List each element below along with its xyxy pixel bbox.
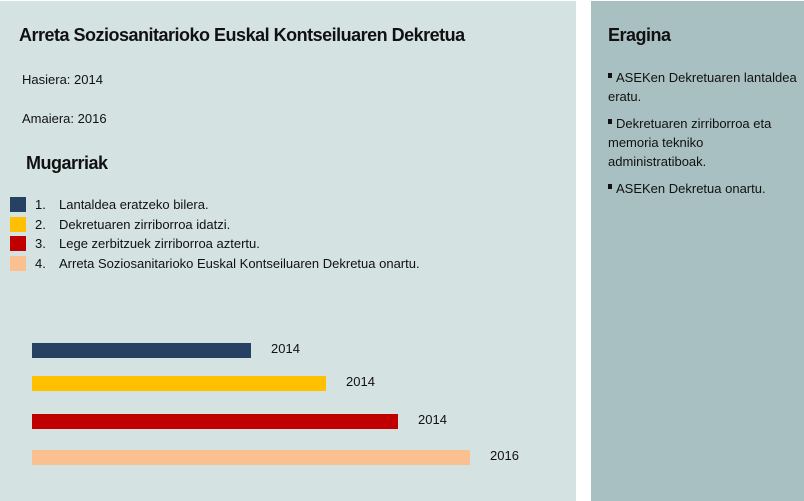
bullet-icon [608, 73, 612, 79]
bar-year-label: 2016 [490, 448, 519, 463]
milestones-title: Mugarriak [26, 153, 108, 173]
milestone-bar [32, 343, 251, 358]
milestone-item: 2. Dekretuaren zirriborroa idatzi. [10, 215, 420, 235]
bullet-icon [608, 119, 612, 125]
milestones-legend: 1. Lantaldea eratzeko bilera. 2. Dekretuare… [10, 195, 420, 273]
milestone-bar [32, 414, 398, 429]
milestone-number: 1. [35, 197, 46, 213]
milestone-number: 3. [35, 236, 46, 252]
milestone-bar [32, 376, 326, 391]
color-swatch [10, 236, 26, 252]
impact-item: Dekretuaren zirriborroa eta memoria tekn… [608, 114, 798, 171]
bar-year-label: 2014 [346, 374, 375, 389]
milestone-item: 3. Lege zerbitzuek zirriborroa aztertu. [10, 234, 420, 254]
impact-list: ASEKen Dekretuaren lantaldea eratu. Dekre… [608, 68, 798, 206]
main-panel: Arreta Soziosanitarioko Euskal Kontseilu… [0, 1, 576, 501]
start-date: Hasiera: 2014 [22, 72, 103, 87]
milestone-number: 4. [35, 255, 46, 271]
milestone-label: Dekretuaren zirriborroa idatzi. [59, 216, 231, 232]
milestone-item: 1. Lantaldea eratzeko bilera. [10, 195, 420, 215]
impact-text: Dekretuaren zirriborroa eta memoria tekn… [608, 116, 772, 169]
color-swatch [10, 197, 26, 213]
impact-text: ASEKen Dekretua onartu. [616, 181, 766, 196]
bar-year-label: 2014 [271, 341, 300, 356]
impact-title: Eragina [608, 25, 671, 45]
end-date: Amaiera: 2016 [22, 111, 107, 126]
milestone-number: 2. [35, 216, 46, 232]
milestone-label: Lantaldea eratzeko bilera. [59, 197, 209, 213]
impact-item: ASEKen Dekretua onartu. [608, 179, 798, 198]
milestone-bar [32, 450, 470, 465]
milestone-label: Lege zerbitzuek zirriborroa aztertu. [59, 236, 260, 252]
impact-panel: Eragina ASEKen Dekretuaren lantaldea era… [591, 1, 804, 501]
color-swatch [10, 216, 26, 232]
milestone-label: Arreta Soziosanitarioko Euskal Kontseilu… [59, 255, 420, 271]
color-swatch [10, 255, 26, 271]
bullet-icon [608, 184, 612, 190]
page-title: Arreta Soziosanitarioko Euskal Kontseilu… [19, 25, 465, 45]
milestone-item: 4. Arreta Soziosanitarioko Euskal Kontsei… [10, 254, 420, 274]
impact-text: ASEKen Dekretuaren lantaldea eratu. [608, 70, 797, 104]
bar-year-label: 2014 [418, 412, 447, 427]
impact-item: ASEKen Dekretuaren lantaldea eratu. [608, 68, 798, 106]
